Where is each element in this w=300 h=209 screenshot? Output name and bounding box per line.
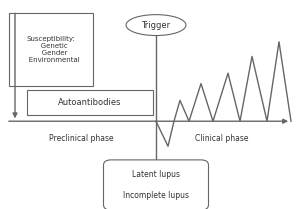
- FancyBboxPatch shape: [103, 160, 208, 209]
- FancyBboxPatch shape: [9, 13, 93, 86]
- Text: Preclinical phase: Preclinical phase: [49, 134, 113, 143]
- Text: Susceptibility:
   Genetic
   Gender
   Environmental: Susceptibility: Genetic Gender Environme…: [22, 36, 80, 63]
- Text: Autoantibodies: Autoantibodies: [58, 98, 122, 107]
- Ellipse shape: [126, 15, 186, 36]
- FancyBboxPatch shape: [27, 90, 153, 115]
- Text: Trigger: Trigger: [141, 20, 171, 30]
- Text: Clinical phase: Clinical phase: [195, 134, 249, 143]
- Text: Latent lupus

Incomplete lupus: Latent lupus Incomplete lupus: [123, 170, 189, 200]
